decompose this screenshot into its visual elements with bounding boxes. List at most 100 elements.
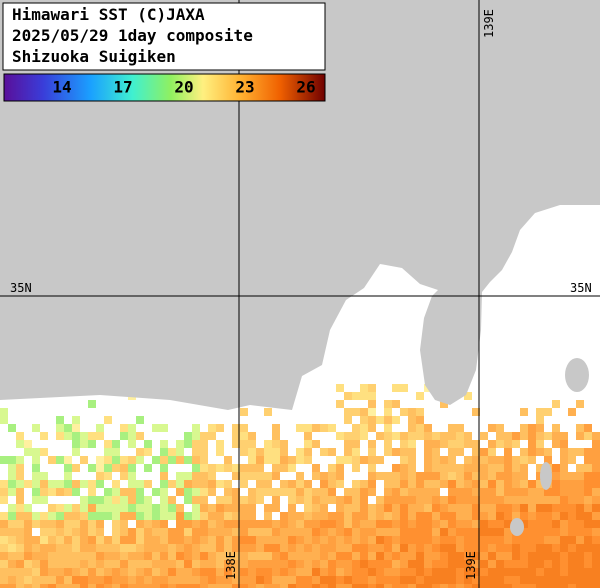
sst-pixel (472, 560, 480, 568)
sst-pixel (416, 568, 424, 576)
sst-pixel (240, 472, 248, 480)
sst-pixel (304, 576, 312, 584)
sst-pixel (120, 528, 128, 536)
sst-pixel (112, 576, 120, 584)
sst-pixel (536, 552, 544, 560)
sst-pixel (288, 536, 296, 544)
sst-pixel (464, 544, 472, 552)
sst-pixel (504, 512, 512, 520)
sst-pixel (272, 504, 280, 512)
sst-pixel (176, 560, 184, 568)
sst-pixel (368, 472, 376, 480)
sst-pixel (224, 560, 232, 568)
sst-pixel (64, 576, 72, 584)
sst-pixel (344, 448, 352, 456)
sst-pixel (232, 496, 240, 504)
sst-pixel (128, 568, 136, 576)
sst-pixel (352, 584, 360, 588)
sst-pixel (496, 480, 504, 488)
sst-pixel (448, 472, 456, 480)
sst-pixel (344, 496, 352, 504)
sst-pixel (352, 536, 360, 544)
sst-layer (0, 384, 600, 588)
sst-pixel (392, 584, 400, 588)
sst-pixel (392, 400, 400, 408)
sst-pixel (488, 520, 496, 528)
sst-pixel (232, 432, 240, 440)
sst-pixel (336, 384, 344, 392)
sst-pixel (456, 472, 464, 480)
sst-pixel (384, 504, 392, 512)
sst-pixel (80, 440, 88, 448)
sst-pixel (296, 576, 304, 584)
sst-pixel (256, 552, 264, 560)
sst-pixel (40, 480, 48, 488)
sst-pixel (248, 496, 256, 504)
sst-pixel (192, 584, 200, 588)
sst-pixel (488, 440, 496, 448)
sst-pixel (384, 568, 392, 576)
sst-pixel (488, 456, 496, 464)
sst-pixel (544, 544, 552, 552)
sst-pixel (296, 560, 304, 568)
sst-pixel (72, 504, 80, 512)
sst-pixel (584, 552, 592, 560)
sst-pixel (40, 568, 48, 576)
sst-pixel (416, 392, 424, 400)
sst-pixel (104, 536, 112, 544)
sst-pixel (160, 544, 168, 552)
sst-pixel (368, 512, 376, 520)
sst-pixel (216, 568, 224, 576)
sst-pixel (424, 448, 432, 456)
sst-pixel (288, 504, 296, 512)
sst-pixel (576, 504, 584, 512)
sst-pixel (296, 536, 304, 544)
sst-pixel (288, 568, 296, 576)
sst-pixel (288, 488, 296, 496)
sst-pixel (560, 496, 568, 504)
sst-pixel (112, 488, 120, 496)
sst-pixel (584, 536, 592, 544)
sst-pixel (72, 440, 80, 448)
sst-pixel (512, 552, 520, 560)
sst-pixel (592, 568, 600, 576)
sst-pixel (400, 552, 408, 560)
sst-pixel (408, 496, 416, 504)
sst-pixel (272, 552, 280, 560)
sst-pixel (96, 560, 104, 568)
sst-pixel (336, 520, 344, 528)
sst-pixel (80, 536, 88, 544)
sst-pixel (96, 424, 104, 432)
sst-pixel (120, 424, 128, 432)
sst-pixel (8, 568, 16, 576)
sst-pixel (56, 416, 64, 424)
sst-pixel (16, 560, 24, 568)
sst-pixel (280, 464, 288, 472)
sst-pixel (0, 496, 8, 504)
sst-pixel (232, 512, 240, 520)
sst-pixel (272, 576, 280, 584)
sst-pixel (104, 560, 112, 568)
sst-pixel (88, 528, 96, 536)
sst-pixel (280, 488, 288, 496)
sst-pixel (536, 424, 544, 432)
sst-pixel (536, 432, 544, 440)
sst-pixel (216, 576, 224, 584)
sst-pixel (312, 496, 320, 504)
sst-pixel (504, 560, 512, 568)
sst-pixel (464, 552, 472, 560)
sst-pixel (424, 576, 432, 584)
sst-pixel (560, 528, 568, 536)
sst-pixel (520, 456, 528, 464)
sst-pixel (344, 408, 352, 416)
sst-pixel (264, 536, 272, 544)
sst-pixel (144, 496, 152, 504)
sst-pixel (272, 464, 280, 472)
sst-pixel (232, 488, 240, 496)
sst-pixel (144, 568, 152, 576)
sst-pixel (312, 512, 320, 520)
sst-pixel (176, 568, 184, 576)
sst-pixel (560, 552, 568, 560)
sst-pixel (528, 544, 536, 552)
sst-pixel (16, 584, 24, 588)
